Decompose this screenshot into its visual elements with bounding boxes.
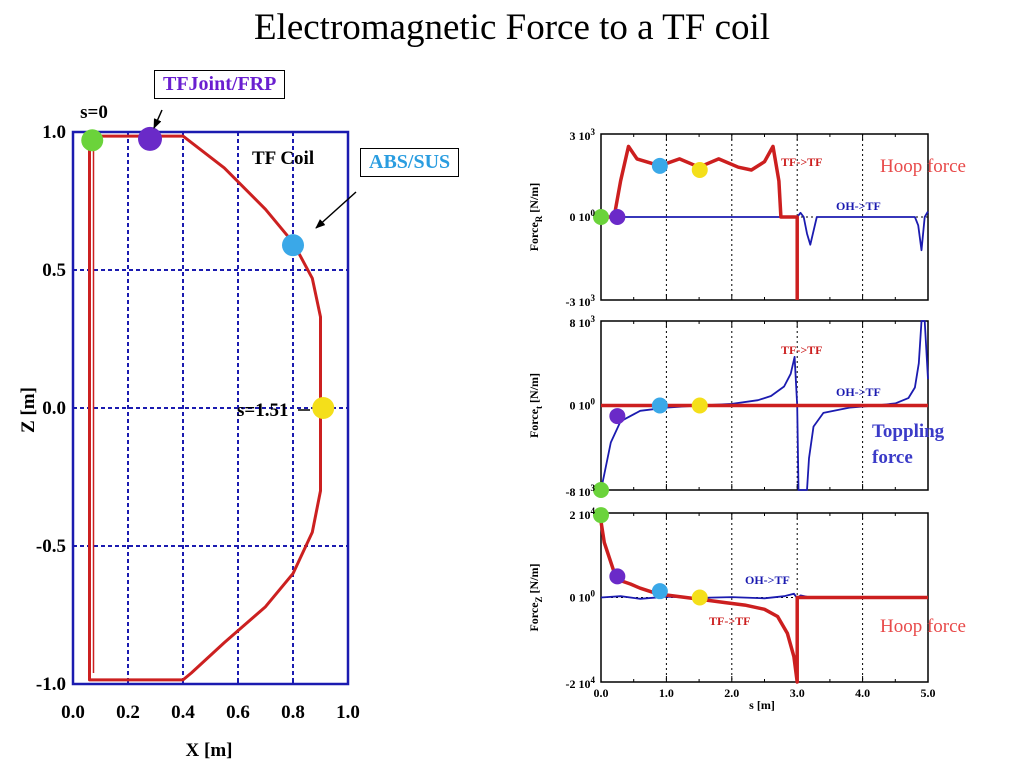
panel-t-note-toppling: Toppling	[872, 421, 945, 442]
panel-z	[593, 507, 929, 684]
panel-r-marker-abs-sus	[651, 157, 668, 174]
callout-abs-sus: ABS/SUS	[360, 148, 460, 177]
shape-xtick-label: 1.0	[336, 702, 360, 723]
panel-t-marker-s0	[593, 482, 609, 498]
label-s151: s=1.51	[237, 400, 288, 421]
panel-r-marker-s0	[593, 209, 609, 225]
panel-r-marker-tfjoint	[609, 209, 626, 225]
panel-r-marker-s151	[691, 161, 708, 178]
panel-z-ytick-zero: 0 100	[570, 589, 596, 605]
panel-z-ytick-bottom: -2 104	[566, 675, 596, 691]
panel-z-series-tf-tf	[599, 521, 928, 684]
panel-z-xtick-label: 0.0	[594, 686, 609, 700]
panel-r-ytick-bottom: -3 103	[566, 293, 596, 309]
panel-z-label-oh: OH->TF	[745, 573, 790, 587]
panel-z-ytick-top: 2 104	[570, 506, 596, 522]
panel-z-xlabel: s [m]	[749, 698, 775, 712]
panel-t-ytick-bottom: -8 103	[566, 483, 596, 499]
panel-t-label-tf: TF->TF	[781, 343, 823, 357]
panel-r-series-tf-tf	[601, 144, 799, 300]
panel-z-xtick-label: 5.0	[921, 686, 936, 700]
shape-xlabel: X [m]	[186, 740, 233, 761]
panel-z-note-hoop: Hoop force	[880, 616, 966, 637]
shape-ytick-label: 1.0	[42, 122, 66, 143]
panel-t-note-force: force	[872, 447, 913, 468]
shape-xtick-label: 0.8	[281, 702, 305, 723]
panel-z-marker-tfjoint	[609, 568, 626, 585]
panel-t-marker-tfjoint	[609, 408, 626, 425]
panel-z-series-oh-tf	[600, 592, 928, 600]
marker-s151	[312, 397, 335, 419]
slide-title: Electromagnetic Force to a TF coil	[253, 7, 771, 48]
shape-ytick-label: -1.0	[36, 674, 66, 695]
panel-z-label-tf: TF->TF	[709, 614, 751, 628]
shape-xtick-label: 0.6	[226, 702, 250, 723]
panel-r-ytick-top: 3 103	[570, 127, 596, 143]
panel-z-marker-abs-sus	[651, 583, 668, 600]
panel-z-xtick-label: 2.0	[724, 686, 739, 700]
shape-xtick-label: 0.4	[171, 702, 195, 723]
shape-plot-frame	[71, 130, 350, 686]
marker-tfjoint	[138, 126, 162, 151]
panel-t-ytick-zero: 0 100	[570, 397, 596, 413]
callout-arrow-tfjoint	[153, 109, 163, 129]
callout-arrow-abs-sus	[315, 191, 357, 229]
coil-outline	[88, 134, 322, 682]
panel-r-label-tf: TF->TF	[781, 155, 823, 169]
shape-ytick-label: 0.5	[42, 260, 66, 281]
panel-z-marker-s0	[593, 507, 609, 524]
panel-z-xtick-label: 3.0	[790, 686, 805, 700]
marker-abs-sus	[282, 234, 304, 257]
panel-r-label-oh: OH->TF	[836, 199, 881, 213]
shape-ytick-label: -0.5	[36, 536, 66, 557]
shape-ylabel: Z [m]	[18, 387, 39, 433]
panel-z-xtick-label: 1.0	[659, 686, 674, 700]
panel-r-ytick-zero: 0 100	[570, 208, 596, 224]
label-s0: s=0	[80, 102, 108, 123]
panel-r-note-hoop: Hoop force	[880, 156, 966, 177]
panel-r	[593, 133, 929, 301]
callout-tfjoint: TFJoint/FRP	[154, 70, 286, 99]
panel-t-ytick-top: 8 103	[570, 314, 596, 330]
shape-xtick-label: 0.2	[116, 702, 140, 723]
panel-t	[593, 320, 929, 498]
shape-ytick-label: 0.0	[42, 398, 66, 419]
panel-t-marker-abs-sus	[651, 397, 668, 414]
panel-z-ylabel: ForceZ [N/m]	[527, 563, 544, 631]
panel-t-label-oh: OH->TF	[836, 385, 881, 399]
panel-r-ylabel: ForceR [N/m]	[527, 183, 544, 252]
shape-xtick-label: 0.0	[61, 702, 85, 723]
panel-z-xtick-label: 4.0	[855, 686, 870, 700]
label-tf-coil: TF Coil	[252, 148, 314, 169]
marker-s0	[81, 129, 104, 152]
panel-t-ylabel: Forcet [N/m]	[527, 373, 544, 438]
panel-r-series-oh-tf	[601, 211, 929, 252]
panel-z-marker-s151	[691, 589, 708, 606]
panel-t-marker-s151	[691, 397, 708, 414]
